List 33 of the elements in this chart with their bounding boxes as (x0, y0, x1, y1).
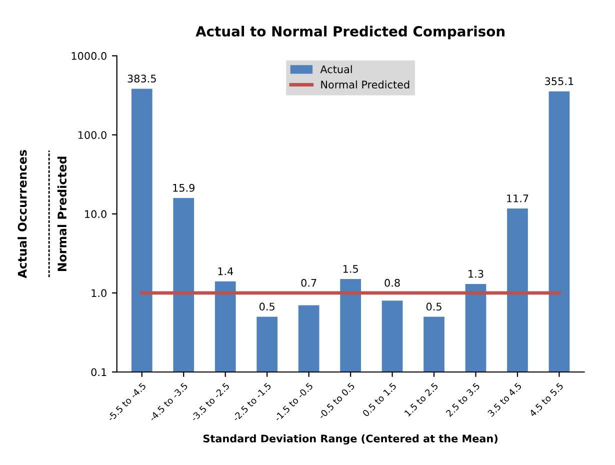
x-tick-label: -4.5 to -3.5 (148, 382, 188, 422)
data-label: 15.9 (173, 184, 194, 192)
data-label: 1.4 (218, 267, 234, 276)
y-tick-label: 10.0 (85, 210, 106, 218)
x-tick-label: -5.5 to -4.5 (107, 382, 146, 422)
x-tick-label: -1.5 to -0.5 (274, 382, 314, 422)
data-label: 1.3 (468, 270, 484, 278)
y-tick-label: 100.0 (78, 131, 106, 139)
data-label: 0.5 (426, 302, 442, 311)
x-tick-label: 2.5 to 3.5 (446, 382, 480, 417)
y-axis-title: Actual Occurrences (18, 150, 27, 278)
x-axis-title: Standard Deviation Range (Centered at the Mean) (203, 434, 498, 445)
x-tick-label: 4.5 to 5.5 (528, 382, 564, 418)
x-tick-label: 0.5 to 1.5 (362, 382, 397, 418)
x-tick-label: -0.5 to 0.5 (318, 382, 355, 420)
data-label: 355.1 (545, 77, 574, 86)
data-label: 383.5 (128, 74, 156, 83)
text: Normal Predicted (57, 156, 67, 271)
x-tick-label: 3.5 to 4.5 (487, 382, 522, 417)
data-label: 0.8 (384, 278, 400, 287)
data-label: 11.7 (507, 194, 528, 202)
y-tick-label: 1000.0 (72, 52, 106, 60)
legend-label: Actual (320, 65, 352, 74)
y-tick-label: 1.0 (92, 289, 106, 298)
x-tick-label: -2.5 to -1.5 (232, 382, 272, 422)
x-tick-label: 1.5 to 2.5 (404, 382, 438, 417)
data-label: 0.5 (259, 302, 274, 311)
y-tick-label: 0.1 (91, 368, 106, 376)
legend-label: Normal Predicted (321, 80, 410, 89)
chart-title: Actual to Normal Predicted Comparison (196, 26, 504, 40)
x-tick-label: -3.5 to -2.5 (190, 382, 230, 422)
data-label: 0.7 (301, 278, 316, 287)
data-label: 1.5 (343, 265, 358, 273)
